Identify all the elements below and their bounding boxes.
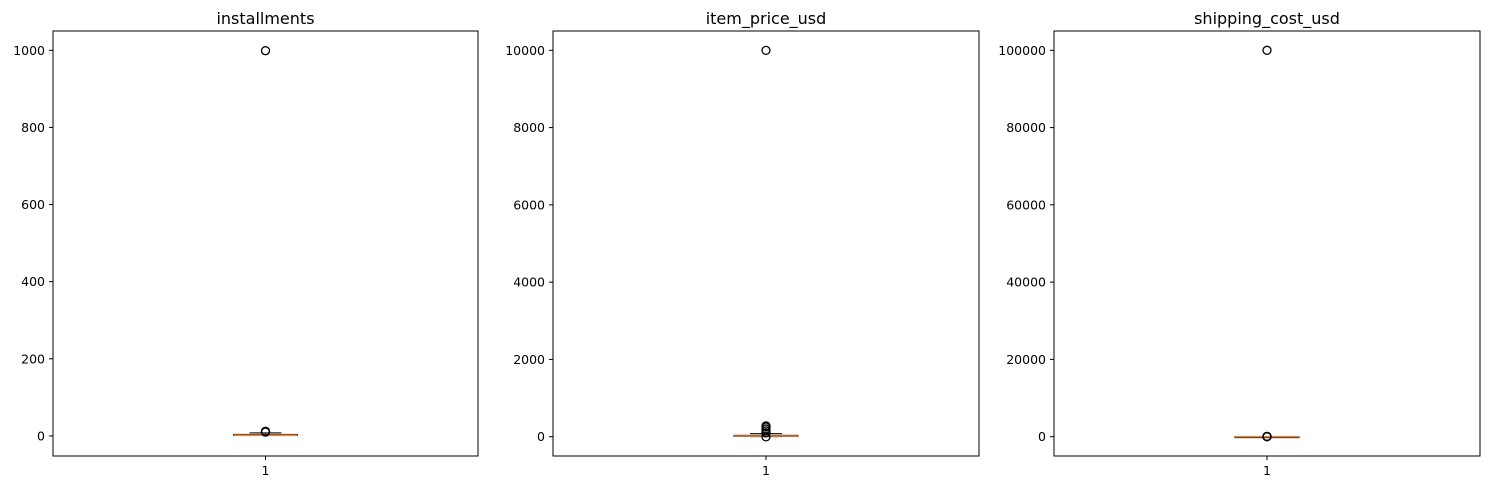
y-tick-label: 10000 bbox=[505, 43, 545, 58]
y-tick-label: 0 bbox=[1038, 429, 1046, 444]
y-tick-label: 4000 bbox=[513, 275, 545, 290]
subplot-title: shipping_cost_usd bbox=[1194, 9, 1340, 29]
x-tick-label: 1 bbox=[262, 463, 270, 478]
y-tick-label: 0 bbox=[37, 428, 45, 443]
x-tick-label: 1 bbox=[1263, 463, 1271, 478]
y-tick-label: 80000 bbox=[1006, 120, 1046, 135]
subplot-2: item_price_usd 0 2000 4000 6000 8000 10000 1 bbox=[505, 9, 980, 478]
y-tick-label: 400 bbox=[21, 274, 45, 289]
outlier-point bbox=[761, 421, 771, 431]
y-tick-label: 800 bbox=[21, 120, 45, 135]
outlier-point bbox=[1262, 431, 1272, 442]
y-tick-label: 100000 bbox=[998, 43, 1046, 58]
y-tick-label: 1000 bbox=[13, 43, 45, 58]
subplot-title: installments bbox=[216, 9, 314, 28]
y-tick-label: 60000 bbox=[1006, 197, 1046, 212]
y-tick-label: 2000 bbox=[513, 352, 545, 367]
y-tick-label: 6000 bbox=[513, 197, 545, 212]
axes-frame bbox=[1053, 30, 1481, 457]
subplot-1: installments 0 200 400 600 800 1000 1 bbox=[13, 9, 479, 478]
outlier-point bbox=[1262, 45, 1272, 55]
y-tick-label: 20000 bbox=[1006, 352, 1046, 367]
subplot-3: shipping_cost_usd 0 20000 40000 60000 80000 10… bbox=[998, 9, 1481, 478]
outlier-point bbox=[260, 46, 271, 56]
y-tick-label: 8000 bbox=[513, 120, 545, 135]
subplot-title: item_price_usd bbox=[706, 9, 827, 29]
y-tick-label: 600 bbox=[21, 197, 45, 212]
y-tick-label: 0 bbox=[537, 429, 545, 444]
axes-frame bbox=[52, 30, 479, 457]
outlier-point bbox=[260, 426, 271, 436]
y-tick-label: 200 bbox=[21, 351, 45, 366]
outlier-point bbox=[761, 45, 771, 56]
x-tick-label: 1 bbox=[762, 463, 770, 478]
y-tick-label: 40000 bbox=[1006, 275, 1046, 290]
axes-frame bbox=[552, 30, 980, 457]
